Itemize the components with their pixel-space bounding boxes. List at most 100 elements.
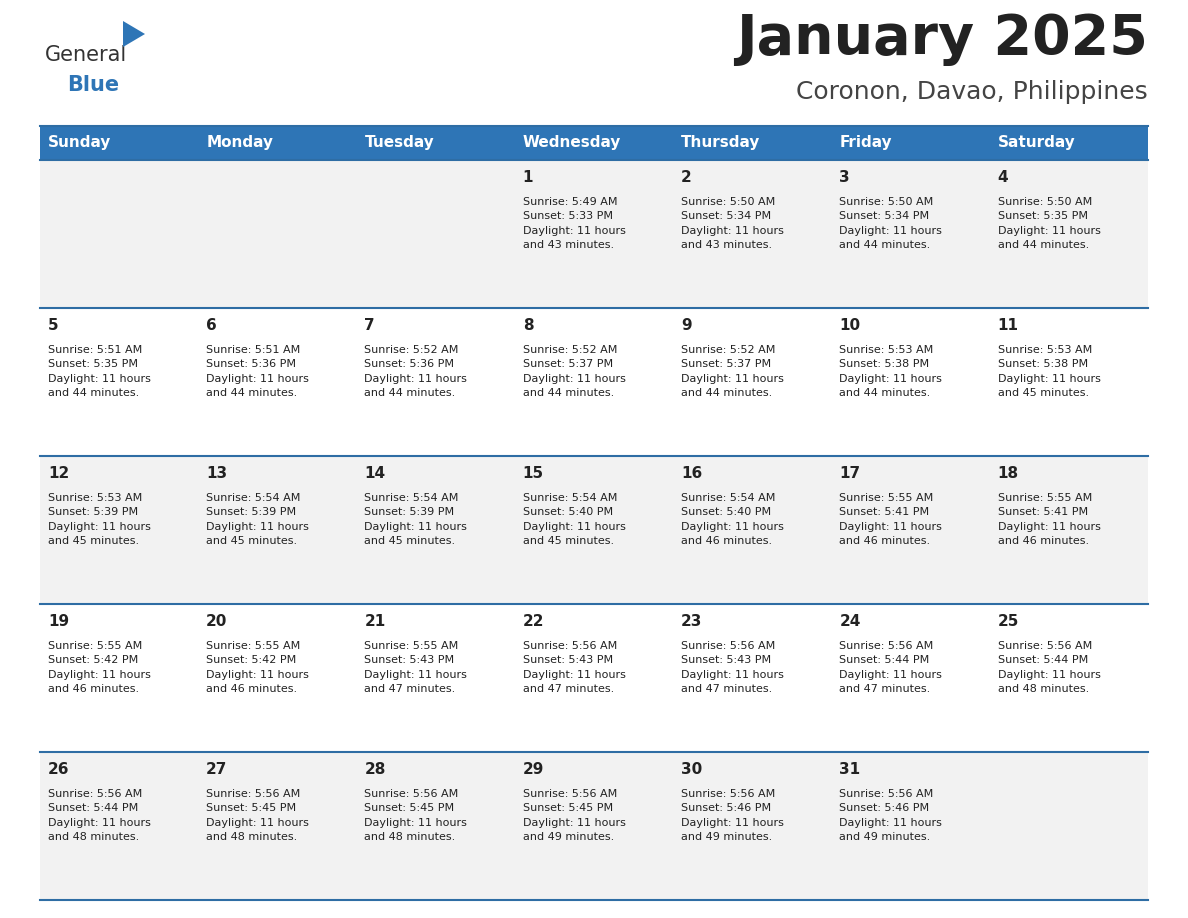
- Bar: [356, 456, 514, 604]
- Text: Sunrise: 5:56 AM
Sunset: 5:43 PM
Daylight: 11 hours
and 47 minutes.: Sunrise: 5:56 AM Sunset: 5:43 PM Dayligh…: [523, 641, 626, 694]
- Bar: [40, 456, 198, 604]
- Text: 10: 10: [840, 319, 860, 333]
- Bar: [356, 160, 514, 308]
- Text: Sunrise: 5:55 AM
Sunset: 5:43 PM
Daylight: 11 hours
and 47 minutes.: Sunrise: 5:55 AM Sunset: 5:43 PM Dayligh…: [365, 641, 467, 694]
- Text: 6: 6: [207, 319, 217, 333]
- Text: Sunrise: 5:51 AM
Sunset: 5:35 PM
Daylight: 11 hours
and 44 minutes.: Sunrise: 5:51 AM Sunset: 5:35 PM Dayligh…: [48, 345, 151, 398]
- Text: 5: 5: [48, 319, 58, 333]
- Text: Sunrise: 5:56 AM
Sunset: 5:44 PM
Daylight: 11 hours
and 47 minutes.: Sunrise: 5:56 AM Sunset: 5:44 PM Dayligh…: [840, 641, 942, 694]
- Bar: [514, 308, 674, 456]
- Text: Wednesday: Wednesday: [523, 136, 621, 151]
- Bar: [514, 752, 674, 900]
- Text: 8: 8: [523, 319, 533, 333]
- Text: Sunrise: 5:56 AM
Sunset: 5:44 PM
Daylight: 11 hours
and 48 minutes.: Sunrise: 5:56 AM Sunset: 5:44 PM Dayligh…: [998, 641, 1100, 694]
- Text: Sunrise: 5:52 AM
Sunset: 5:36 PM
Daylight: 11 hours
and 44 minutes.: Sunrise: 5:52 AM Sunset: 5:36 PM Dayligh…: [365, 345, 467, 398]
- Bar: [674, 604, 832, 752]
- Text: Saturday: Saturday: [998, 136, 1075, 151]
- Bar: [674, 752, 832, 900]
- Text: Sunrise: 5:56 AM
Sunset: 5:46 PM
Daylight: 11 hours
and 49 minutes.: Sunrise: 5:56 AM Sunset: 5:46 PM Dayligh…: [840, 789, 942, 842]
- Bar: [990, 160, 1148, 308]
- Text: Sunrise: 5:54 AM
Sunset: 5:39 PM
Daylight: 11 hours
and 45 minutes.: Sunrise: 5:54 AM Sunset: 5:39 PM Dayligh…: [365, 493, 467, 546]
- Text: Sunrise: 5:56 AM
Sunset: 5:44 PM
Daylight: 11 hours
and 48 minutes.: Sunrise: 5:56 AM Sunset: 5:44 PM Dayligh…: [48, 789, 151, 842]
- Text: Coronon, Davao, Philippines: Coronon, Davao, Philippines: [796, 80, 1148, 104]
- Text: 22: 22: [523, 614, 544, 630]
- Bar: [514, 456, 674, 604]
- Text: Sunrise: 5:52 AM
Sunset: 5:37 PM
Daylight: 11 hours
and 44 minutes.: Sunrise: 5:52 AM Sunset: 5:37 PM Dayligh…: [523, 345, 626, 398]
- Text: Sunrise: 5:56 AM
Sunset: 5:43 PM
Daylight: 11 hours
and 47 minutes.: Sunrise: 5:56 AM Sunset: 5:43 PM Dayligh…: [681, 641, 784, 694]
- Text: Sunrise: 5:54 AM
Sunset: 5:40 PM
Daylight: 11 hours
and 46 minutes.: Sunrise: 5:54 AM Sunset: 5:40 PM Dayligh…: [681, 493, 784, 546]
- Text: 9: 9: [681, 319, 691, 333]
- Bar: [832, 604, 990, 752]
- Bar: [832, 160, 990, 308]
- Text: 14: 14: [365, 466, 386, 481]
- Text: 25: 25: [998, 614, 1019, 630]
- Bar: [832, 752, 990, 900]
- Text: 7: 7: [365, 319, 375, 333]
- Bar: [40, 160, 198, 308]
- Text: 29: 29: [523, 762, 544, 778]
- Text: General: General: [45, 45, 127, 65]
- Text: Sunrise: 5:54 AM
Sunset: 5:40 PM
Daylight: 11 hours
and 45 minutes.: Sunrise: 5:54 AM Sunset: 5:40 PM Dayligh…: [523, 493, 626, 546]
- Bar: [990, 752, 1148, 900]
- Bar: [356, 308, 514, 456]
- Text: Monday: Monday: [207, 136, 273, 151]
- Text: 31: 31: [840, 762, 860, 778]
- Bar: [832, 456, 990, 604]
- Text: Sunrise: 5:52 AM
Sunset: 5:37 PM
Daylight: 11 hours
and 44 minutes.: Sunrise: 5:52 AM Sunset: 5:37 PM Dayligh…: [681, 345, 784, 398]
- Text: 18: 18: [998, 466, 1019, 481]
- Text: 1: 1: [523, 171, 533, 185]
- Text: Thursday: Thursday: [681, 136, 760, 151]
- Text: Sunrise: 5:56 AM
Sunset: 5:46 PM
Daylight: 11 hours
and 49 minutes.: Sunrise: 5:56 AM Sunset: 5:46 PM Dayligh…: [681, 789, 784, 842]
- Bar: [514, 160, 674, 308]
- Text: January 2025: January 2025: [737, 12, 1148, 66]
- Text: Sunday: Sunday: [48, 136, 112, 151]
- Bar: [40, 604, 198, 752]
- Text: 3: 3: [840, 171, 849, 185]
- Text: Sunrise: 5:56 AM
Sunset: 5:45 PM
Daylight: 11 hours
and 48 minutes.: Sunrise: 5:56 AM Sunset: 5:45 PM Dayligh…: [207, 789, 309, 842]
- Text: Sunrise: 5:50 AM
Sunset: 5:35 PM
Daylight: 11 hours
and 44 minutes.: Sunrise: 5:50 AM Sunset: 5:35 PM Dayligh…: [998, 197, 1100, 251]
- Text: 13: 13: [207, 466, 227, 481]
- Bar: [674, 456, 832, 604]
- Text: Sunrise: 5:51 AM
Sunset: 5:36 PM
Daylight: 11 hours
and 44 minutes.: Sunrise: 5:51 AM Sunset: 5:36 PM Dayligh…: [207, 345, 309, 398]
- Bar: [40, 752, 198, 900]
- Text: 27: 27: [207, 762, 228, 778]
- Bar: [40, 126, 1148, 160]
- Bar: [198, 604, 356, 752]
- Text: Sunrise: 5:49 AM
Sunset: 5:33 PM
Daylight: 11 hours
and 43 minutes.: Sunrise: 5:49 AM Sunset: 5:33 PM Dayligh…: [523, 197, 626, 251]
- Text: 15: 15: [523, 466, 544, 481]
- Text: Sunrise: 5:55 AM
Sunset: 5:42 PM
Daylight: 11 hours
and 46 minutes.: Sunrise: 5:55 AM Sunset: 5:42 PM Dayligh…: [48, 641, 151, 694]
- Text: Friday: Friday: [840, 136, 892, 151]
- Text: Sunrise: 5:53 AM
Sunset: 5:38 PM
Daylight: 11 hours
and 45 minutes.: Sunrise: 5:53 AM Sunset: 5:38 PM Dayligh…: [998, 345, 1100, 398]
- Text: Sunrise: 5:56 AM
Sunset: 5:45 PM
Daylight: 11 hours
and 49 minutes.: Sunrise: 5:56 AM Sunset: 5:45 PM Dayligh…: [523, 789, 626, 842]
- Bar: [40, 308, 198, 456]
- Bar: [674, 160, 832, 308]
- Text: 4: 4: [998, 171, 1009, 185]
- Bar: [198, 752, 356, 900]
- Text: 12: 12: [48, 466, 69, 481]
- Bar: [990, 308, 1148, 456]
- Bar: [990, 604, 1148, 752]
- Bar: [832, 308, 990, 456]
- Text: Sunrise: 5:53 AM
Sunset: 5:38 PM
Daylight: 11 hours
and 44 minutes.: Sunrise: 5:53 AM Sunset: 5:38 PM Dayligh…: [840, 345, 942, 398]
- Text: 28: 28: [365, 762, 386, 778]
- Text: 20: 20: [207, 614, 228, 630]
- Bar: [356, 604, 514, 752]
- Text: Sunrise: 5:55 AM
Sunset: 5:41 PM
Daylight: 11 hours
and 46 minutes.: Sunrise: 5:55 AM Sunset: 5:41 PM Dayligh…: [998, 493, 1100, 546]
- Text: Sunrise: 5:50 AM
Sunset: 5:34 PM
Daylight: 11 hours
and 43 minutes.: Sunrise: 5:50 AM Sunset: 5:34 PM Dayligh…: [681, 197, 784, 251]
- Bar: [198, 456, 356, 604]
- Text: Blue: Blue: [67, 75, 119, 95]
- Text: Sunrise: 5:50 AM
Sunset: 5:34 PM
Daylight: 11 hours
and 44 minutes.: Sunrise: 5:50 AM Sunset: 5:34 PM Dayligh…: [840, 197, 942, 251]
- Bar: [674, 308, 832, 456]
- Text: 30: 30: [681, 762, 702, 778]
- Text: 16: 16: [681, 466, 702, 481]
- Text: Tuesday: Tuesday: [365, 136, 435, 151]
- Text: 19: 19: [48, 614, 69, 630]
- Polygon shape: [124, 21, 145, 47]
- Text: 17: 17: [840, 466, 860, 481]
- Text: 11: 11: [998, 319, 1018, 333]
- Text: 2: 2: [681, 171, 691, 185]
- Text: 21: 21: [365, 614, 386, 630]
- Text: 24: 24: [840, 614, 861, 630]
- Bar: [198, 308, 356, 456]
- Bar: [198, 160, 356, 308]
